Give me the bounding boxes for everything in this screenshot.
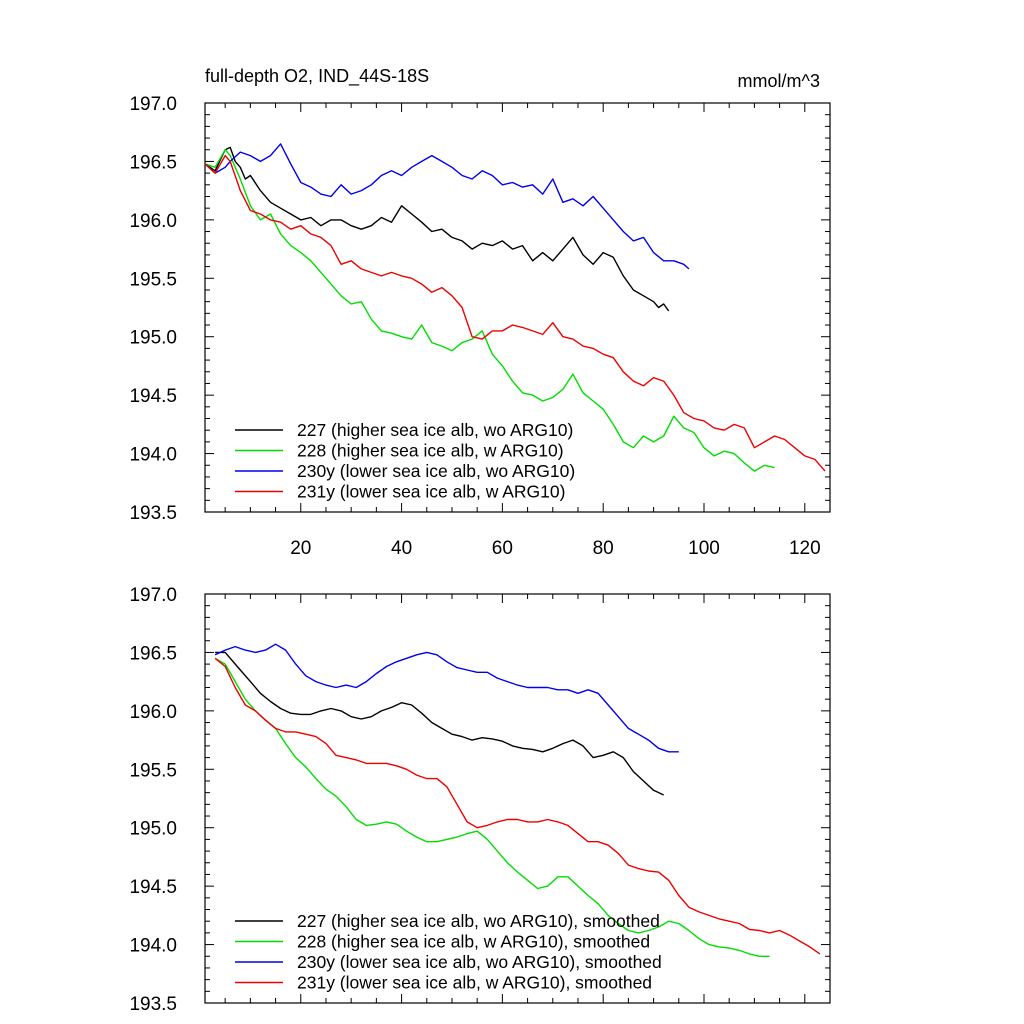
series-line-0 [215,651,664,796]
y-tick-label: 195.0 [129,819,177,840]
series-line-1 [214,657,770,957]
series-line-3 [204,154,826,472]
series-line-0 [204,146,670,312]
y-tick-label: 197.0 [129,94,177,115]
x-tick-label: 120 [789,538,821,559]
plot-frame [204,102,831,513]
y-tick-label: 194.0 [129,936,177,957]
y-tick-label: 195.5 [129,760,177,781]
y-tick-label: 196.5 [129,152,177,173]
legend-label-3: 231y (lower sea ice alb, w ARG10), smoot… [297,973,652,993]
x-tick-label: 80 [593,538,614,559]
y-tick-label: 196.0 [129,211,177,232]
y-tick-label: 194.5 [129,386,177,407]
series-line-1 [204,149,775,472]
y-tick-label: 194.0 [129,445,177,466]
series-line-2 [204,143,690,270]
x-tick-label: 40 [391,538,412,559]
legend-label-2: 230y (lower sea ice alb, wo ARG10) [297,461,575,481]
units-label: mmol/m^3 [738,71,820,91]
y-tick-label: 197.0 [129,585,177,606]
legend-label-0: 227 (higher sea ice alb, wo ARG10), smoo… [297,911,660,931]
legend-label-2: 230y (lower sea ice alb, wo ARG10), smoo… [297,952,662,972]
series-line-3 [214,657,821,955]
x-tick-label: 60 [492,538,513,559]
legend-label-1: 228 (higher sea ice alb, w ARG10) [297,441,564,461]
chart-title: full-depth O2, IND_44S-18S [205,66,429,87]
y-tick-label: 194.5 [129,877,177,898]
series-line-2 [214,643,679,753]
y-tick-label: 196.0 [129,702,177,723]
y-tick-label: 195.0 [129,328,177,349]
legend-label-1: 228 (higher sea ice alb, w ARG10), smoot… [297,932,650,952]
y-tick-label: 193.5 [129,994,177,1015]
x-tick-label: 20 [290,538,311,559]
x-tick-label: 100 [688,538,720,559]
plot-frame [204,593,831,1004]
y-tick-label: 195.5 [129,269,177,290]
y-tick-label: 196.5 [129,643,177,664]
y-tick-label: 193.5 [129,503,177,524]
top-panel: 20 40 60 80 100 120 193.5 194.0 194.5 195.0 195.5 1… [129,66,831,559]
legend-label-0: 227 (higher sea ice alb, wo ARG10) [297,420,573,440]
legend-label-3: 231y (lower sea ice alb, w ARG10) [297,482,565,502]
bottom-panel: 193.5 194.0 194.5 195.0 195.5 196.0 196.5 197.0… [129,585,831,1015]
